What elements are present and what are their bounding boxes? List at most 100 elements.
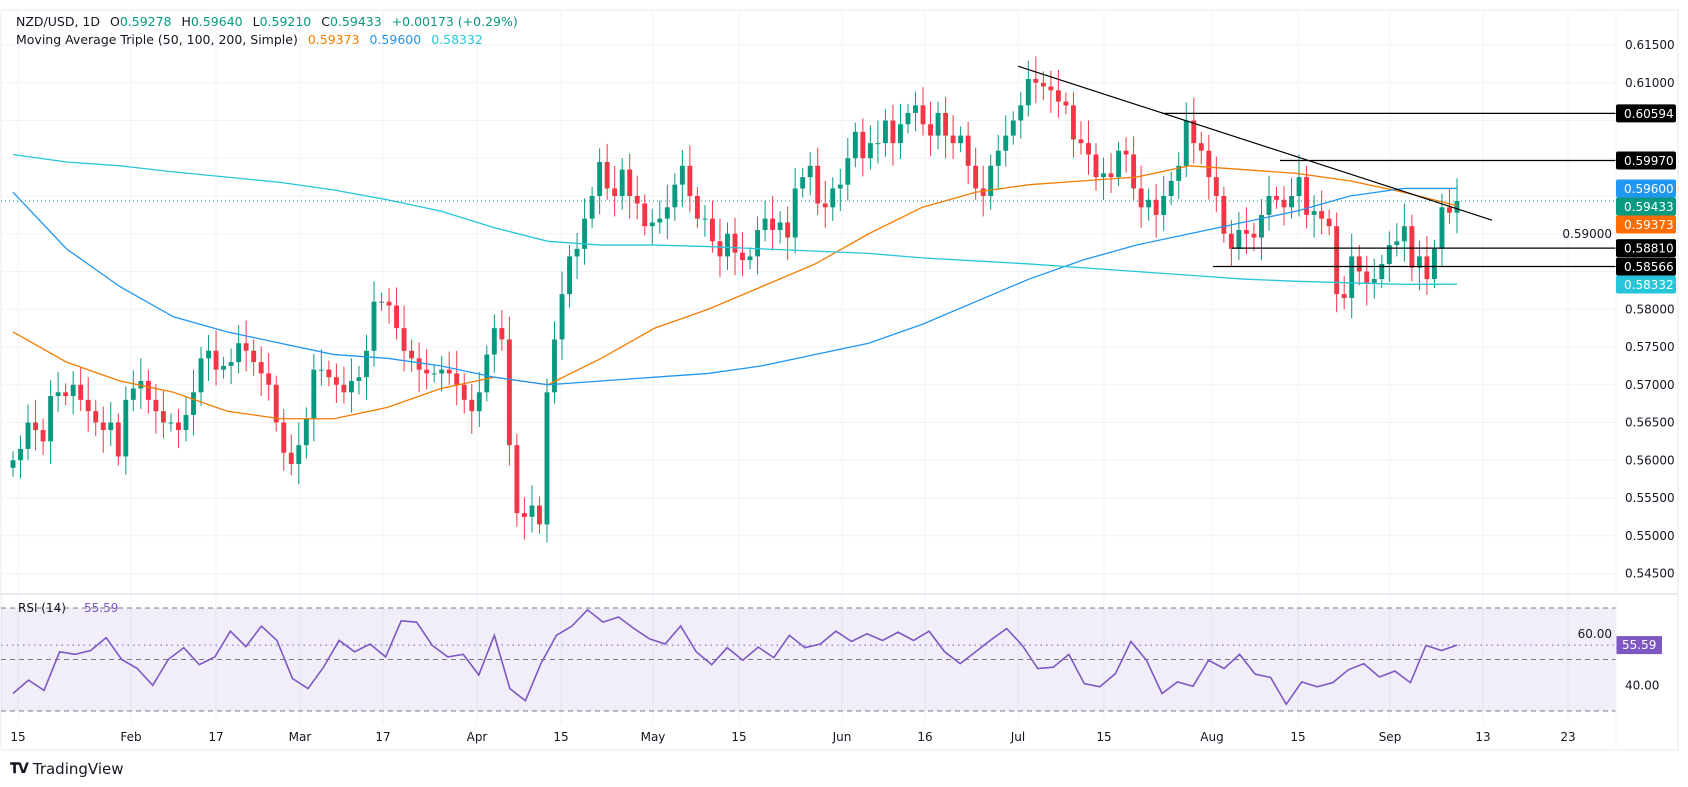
ma-title[interactable]: Moving Average Triple (50, 100, 200, Sim… (16, 32, 298, 47)
price-tag-bg (1616, 197, 1676, 216)
tradingview-logo[interactable]: 𝐓V TradingView (10, 760, 124, 778)
candle-body (1078, 139, 1084, 144)
candle-body (1394, 241, 1400, 246)
price-tick-label: 0.57000 (1625, 378, 1675, 392)
candle-body (537, 505, 542, 525)
candle-body (725, 233, 730, 257)
candle-body (48, 396, 54, 442)
candle-body (1033, 78, 1039, 83)
candle-body (499, 328, 505, 340)
candle-body (882, 120, 888, 144)
ma-legend: Moving Average Triple (50, 100, 200, Sim… (16, 32, 489, 47)
candle-body (213, 350, 219, 370)
candle-body (627, 169, 633, 196)
candle-body (1213, 177, 1219, 196)
candle-body (33, 422, 39, 431)
candle-body (815, 165, 821, 204)
candle-body (484, 354, 490, 393)
candle-body (860, 131, 866, 159)
candle-body (597, 162, 603, 196)
candle-body (296, 445, 302, 465)
price-tag-bg (1616, 239, 1676, 258)
candle-body (1334, 226, 1340, 295)
rsi-value-tag: 55.59 (1616, 636, 1662, 655)
candle-body (1153, 199, 1159, 215)
drawings[interactable] (1, 65, 1616, 268)
time-axis[interactable]: 15 Feb 17 Mar 17 Apr 15 May 15 Jun 16 Jul 15 Aug 15 Sep… (10, 730, 1575, 744)
candle-body (476, 392, 482, 412)
time-tick-label: Apr (467, 730, 488, 744)
low-value: 0.59210 (259, 14, 312, 29)
candle-body (1025, 78, 1031, 106)
candle-body (1281, 199, 1287, 208)
candle-body (582, 218, 588, 249)
candle-body (552, 339, 557, 393)
candle-body (1221, 196, 1227, 234)
price-tag-bg (1616, 179, 1676, 198)
candle-body (386, 301, 392, 306)
candle-body (333, 377, 339, 385)
time-tick-label: Sep (1379, 730, 1402, 744)
candle-body (115, 422, 121, 457)
candle-body (980, 188, 986, 196)
rsi-value-tag-label: 55.59 (1622, 638, 1656, 652)
candle-body (837, 184, 843, 189)
candle-body (1311, 211, 1317, 215)
ma50-value: 0.59373 (307, 32, 360, 47)
candle-body (1010, 120, 1016, 136)
candle-body (236, 343, 242, 363)
candle-body (10, 460, 16, 468)
candle-body (1198, 143, 1204, 151)
candle-body (1296, 177, 1302, 196)
price-tick-label: 0.55000 (1625, 529, 1675, 543)
candle-body (221, 365, 227, 370)
candle-body (454, 373, 460, 385)
price-tick-label: 0.56500 (1625, 416, 1675, 430)
price-tick-label: 0.61500 (1625, 38, 1675, 52)
price-axis[interactable]: 0.61500 0.61000 0.59000 0.58000 0.57500 0.570… (1562, 10, 1675, 750)
candle-body (770, 218, 776, 230)
candle-body (702, 218, 708, 220)
candle-body (401, 328, 407, 351)
candle-body (288, 452, 294, 465)
candle-body (318, 369, 324, 371)
candle-body (1206, 150, 1212, 178)
candle-body (521, 513, 527, 517)
candle-body (755, 229, 761, 257)
price-tag-bg (1616, 215, 1676, 234)
candle-body (1424, 256, 1430, 280)
candle-body (1116, 150, 1122, 178)
candle-body (356, 377, 362, 381)
rsi-tick-label: 40.00 (1625, 678, 1659, 692)
rsi-value-tag-bg (1616, 636, 1662, 655)
candle-body (694, 196, 700, 219)
symbol-title[interactable]: NZD/USD, 1D (16, 14, 100, 29)
price-tick-label: 0.55500 (1625, 491, 1675, 505)
candle-body (409, 350, 415, 359)
candle-body (1349, 256, 1355, 298)
candle-body (732, 233, 738, 253)
price-tag-label: 0.58810 (1624, 242, 1674, 256)
candle-body (251, 350, 257, 363)
candle-body (649, 222, 655, 227)
candle-body (777, 222, 783, 230)
candle-body (1191, 120, 1197, 144)
candle-body (206, 350, 211, 359)
candle-body (589, 196, 595, 219)
candle-body (1439, 207, 1445, 249)
candle-body (394, 305, 400, 329)
price-tag-label: 0.59600 (1624, 182, 1674, 196)
candle-body (40, 430, 46, 442)
candle-body (1379, 263, 1385, 280)
candle-body (807, 165, 813, 178)
candle-body (657, 218, 663, 223)
candle-body (935, 112, 941, 136)
candle-body (1003, 135, 1009, 151)
candle-body (567, 256, 572, 295)
candle-body (905, 112, 911, 125)
price-tag-bg (1616, 257, 1676, 276)
price-tag-label: 0.59433 (1624, 200, 1674, 214)
moving-averages (12, 153, 1458, 420)
candle-body (1401, 226, 1407, 242)
